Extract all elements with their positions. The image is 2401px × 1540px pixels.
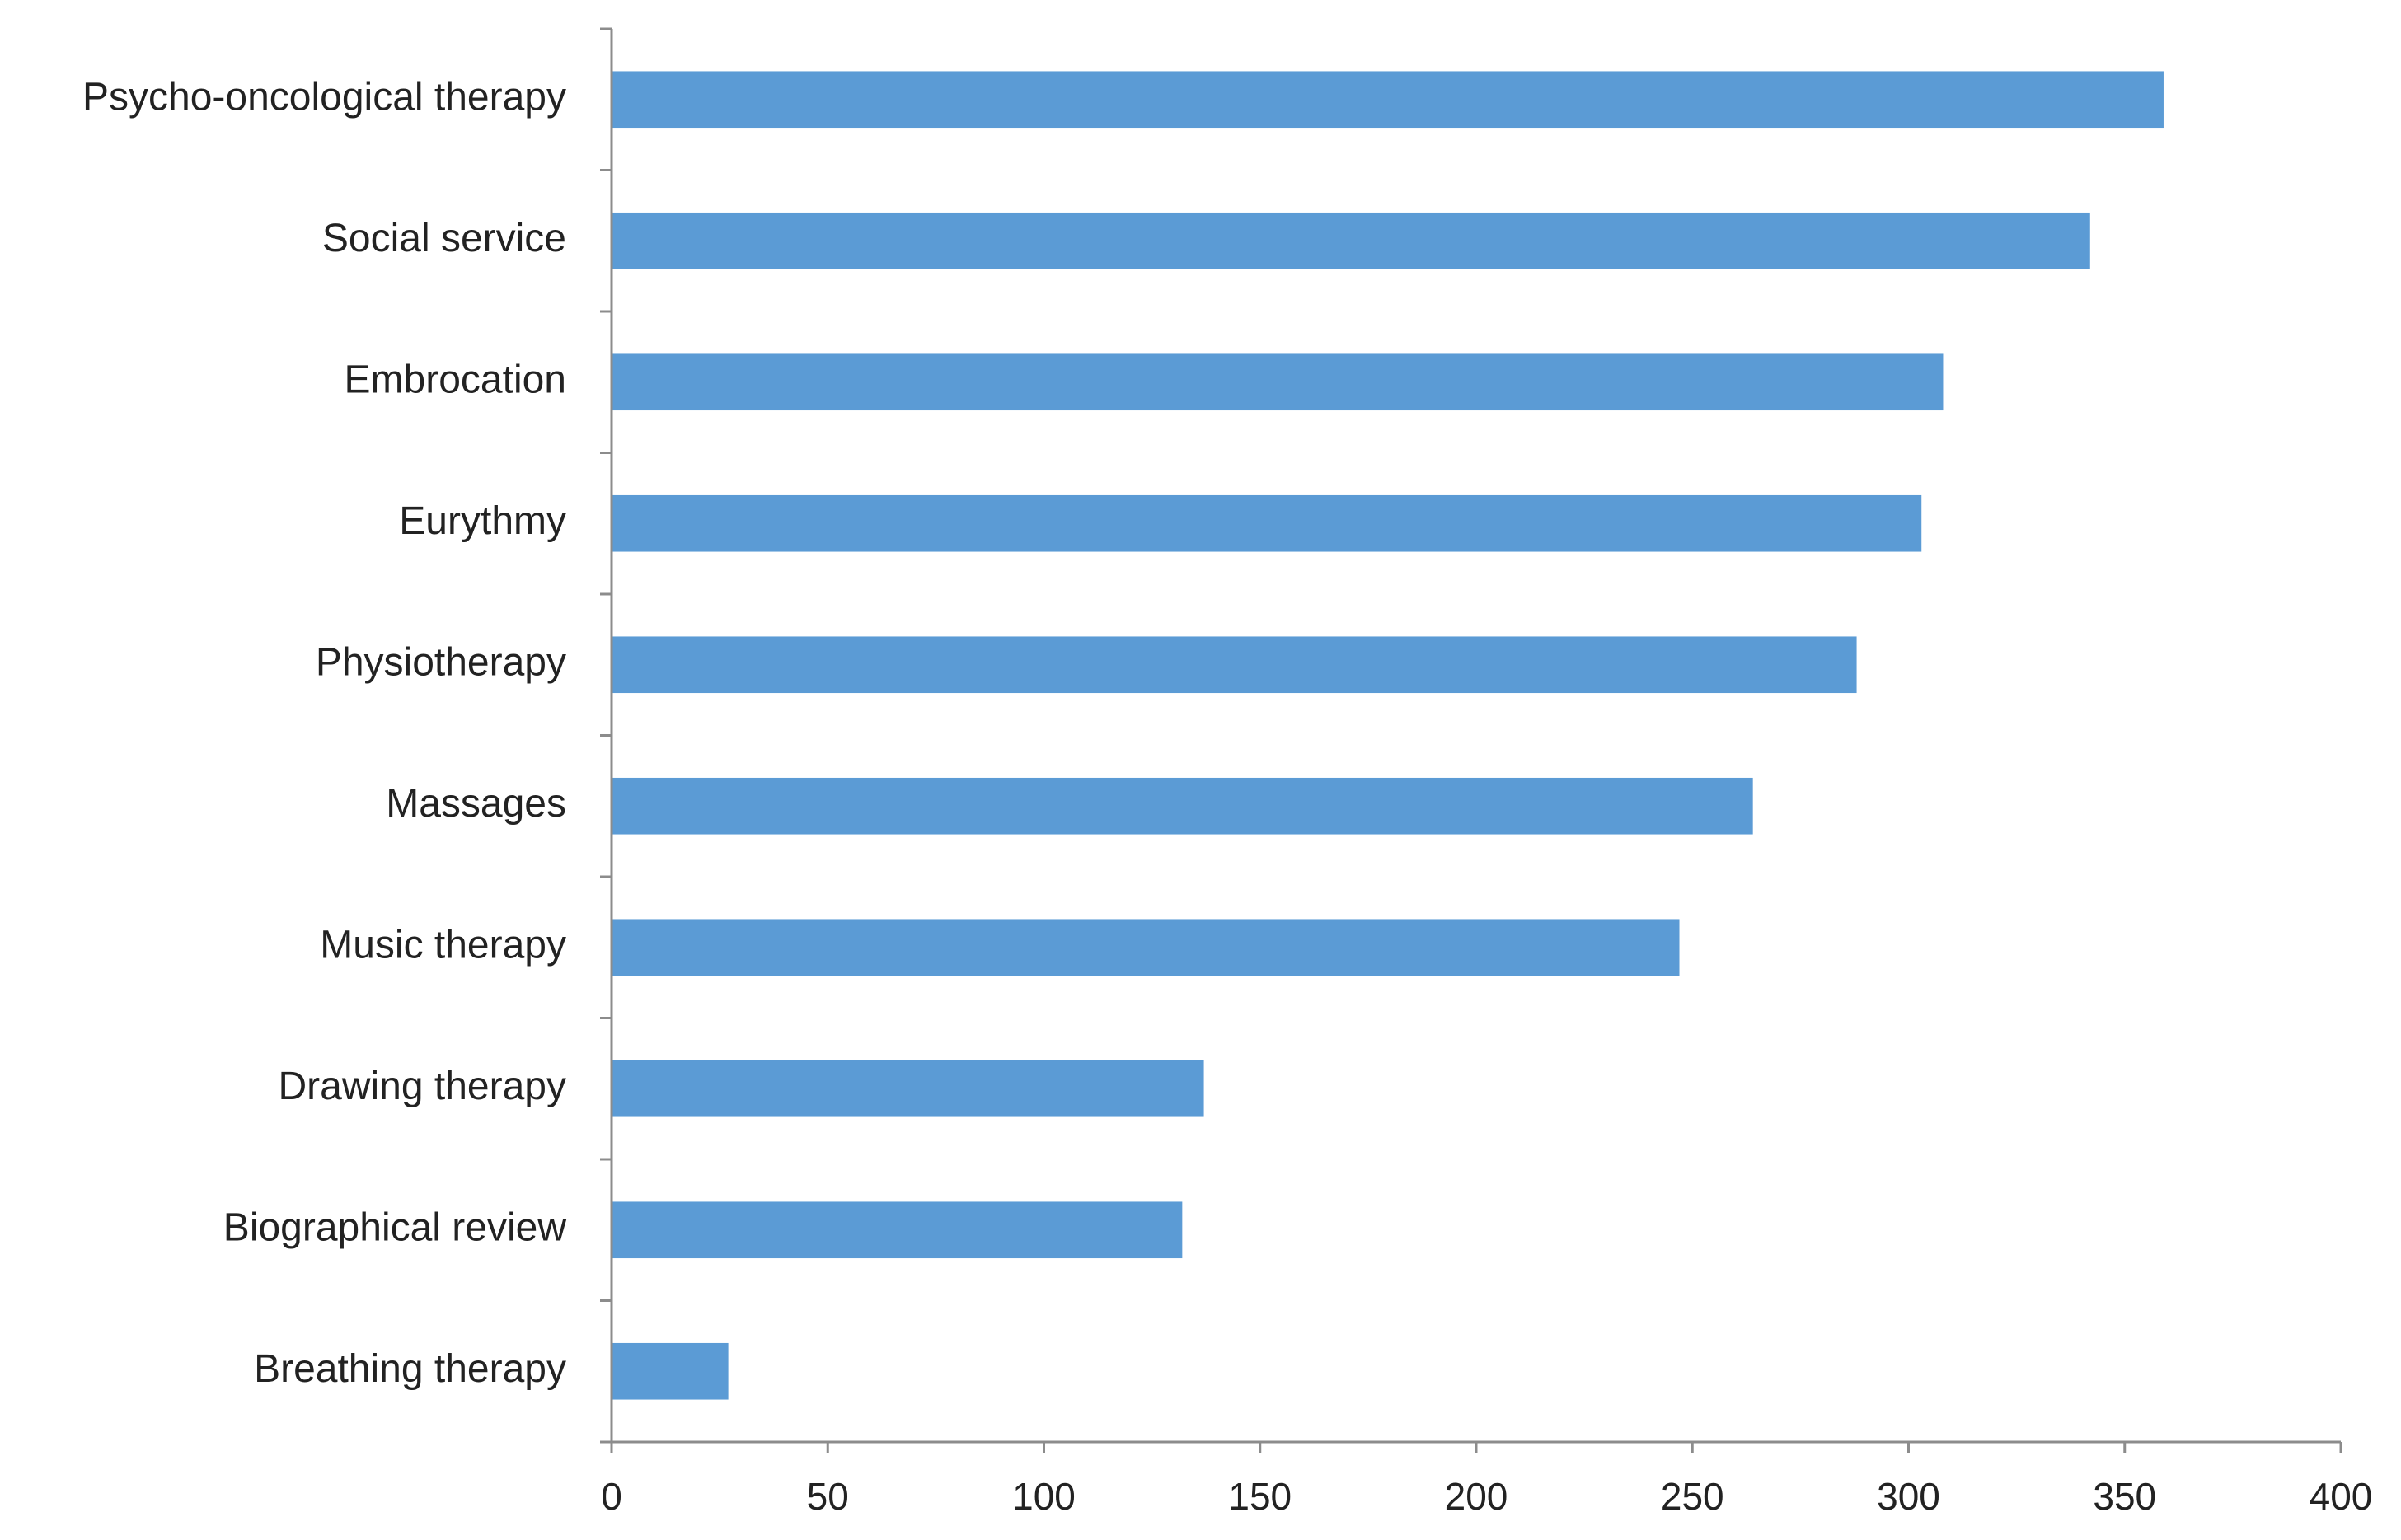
bar	[612, 919, 1680, 976]
x-tick-label: 150	[1228, 1475, 1292, 1518]
x-tick-label: 100	[1012, 1475, 1076, 1518]
bars-group	[612, 71, 2164, 1400]
category-label: Breathing therapy	[254, 1347, 566, 1391]
x-tick-label: 200	[1445, 1475, 1508, 1518]
category-label: Music therapy	[320, 923, 566, 967]
bar	[612, 212, 2090, 269]
bar	[612, 777, 1753, 835]
category-label: Eurythmy	[399, 499, 566, 543]
category-label: Massages	[386, 782, 566, 826]
x-tick-label: 400	[2310, 1475, 2373, 1518]
bar	[612, 1060, 1204, 1117]
category-label: Psycho-oncological therapy	[82, 75, 566, 119]
bar	[612, 636, 1857, 694]
bar	[612, 1201, 1183, 1259]
category-label: Social service	[322, 217, 566, 260]
category-label: Physiotherapy	[316, 640, 566, 684]
x-tick-label: 50	[807, 1475, 849, 1518]
x-tick-label: 250	[1661, 1475, 1724, 1518]
y-axis	[600, 27, 613, 1444]
x-tick-label: 0	[601, 1475, 622, 1518]
bar	[612, 1342, 729, 1400]
category-label: Embrocation	[345, 358, 566, 401]
category-label: Drawing therapy	[279, 1065, 567, 1108]
bar	[612, 71, 2164, 129]
category-label: Biographical review	[223, 1205, 567, 1249]
x-axis: 0 50 100 150 200 250 300 350 400	[601, 1440, 2373, 1518]
x-tick-label: 350	[2093, 1475, 2156, 1518]
category-labels: Psycho-oncological therapy Social service…	[82, 75, 566, 1391]
x-tick-label: 300	[1877, 1475, 1940, 1518]
bar	[612, 353, 1944, 411]
bar	[612, 494, 1922, 552]
